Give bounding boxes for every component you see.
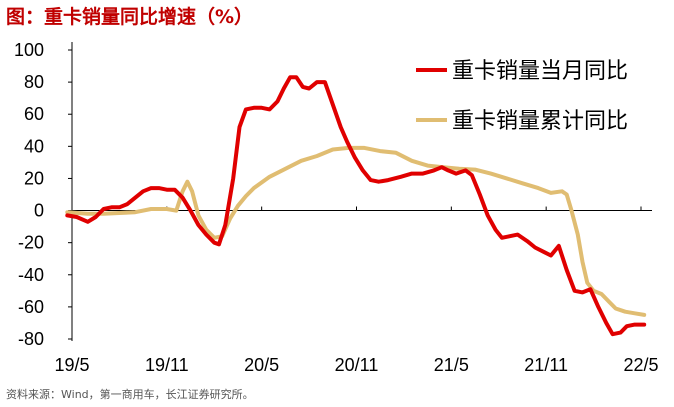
x-tick-label: 21/11: [524, 355, 568, 375]
source-note: 资料来源：Wind，第一商用车，长江证券研究所。: [6, 388, 254, 401]
chart-title: 图：重卡销量同比增速（%）: [6, 6, 254, 28]
series-line-cumulative-yoy: [65, 145, 647, 317]
legend-label: 重卡销量当月同比: [452, 59, 628, 84]
y-tick-label: -60: [18, 297, 44, 317]
y-tick-label: 20: [24, 168, 44, 188]
x-tick-label: 22/5: [623, 355, 658, 375]
x-tick-label: 19/11: [145, 355, 189, 375]
y-tick-label: 0: [34, 201, 44, 221]
y-tick-label: 80: [24, 72, 44, 92]
series-line-monthly-yoy: [65, 75, 647, 337]
series-lines: [65, 75, 647, 337]
x-tick-label: 19/5: [54, 355, 89, 375]
x-tick-label: 20/5: [244, 355, 279, 375]
x-tick-label: 21/5: [434, 355, 469, 375]
y-tick-labels: 100 80 60 40 20 0 -20 -40 -60 -80: [14, 40, 44, 349]
y-tick-label: -80: [18, 329, 44, 349]
x-tick-label: 20/11: [335, 355, 379, 375]
y-tick-label: -20: [18, 233, 44, 253]
y-tick-label: -40: [18, 265, 44, 285]
x-tick-labels: 19/5 19/11 20/5 20/11 21/5 21/11 22/5: [54, 355, 658, 375]
y-tick-label: 60: [24, 104, 44, 124]
y-tick-label: 100: [14, 40, 44, 60]
y-tick-label: 40: [24, 136, 44, 156]
axes: [68, 42, 652, 341]
legend-label: 重卡销量累计同比: [452, 109, 628, 134]
